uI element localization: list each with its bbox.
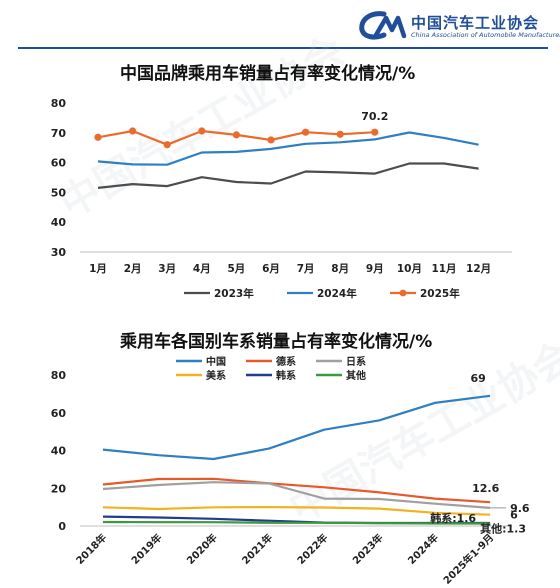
series-line-美系 <box>102 506 491 516</box>
x-tick-label: 2021年 <box>239 531 275 567</box>
data-point <box>198 127 206 135</box>
legend-label: 2023年 <box>214 287 254 300</box>
brand-share-chart: 中国品牌乘用车销量占有率变化情况/% 30 40 50 60 70 80 1月 2月 3月 4月 5月… <box>51 63 512 300</box>
x-tick-label: 2022年 <box>294 531 330 567</box>
legend-label: 日系 <box>346 355 366 368</box>
x-tick-label: 7月 <box>297 263 315 275</box>
data-point <box>336 130 344 138</box>
series-line-德系 <box>102 477 491 504</box>
legend-label: 其他 <box>346 369 366 382</box>
data-point <box>94 133 102 141</box>
data-point <box>267 136 275 144</box>
y-tick-label: 30 <box>51 246 67 259</box>
y-tick-label: 60 <box>51 157 67 170</box>
x-tick-label: 3月 <box>158 263 176 275</box>
legend-marker <box>399 289 407 297</box>
y-tick-label: 40 <box>51 216 67 229</box>
data-label: 69 <box>470 372 485 385</box>
chart-title: 乘用车各国别车系销量占有率变化情况/% <box>119 331 432 352</box>
y-tick-label: 70 <box>51 127 67 140</box>
x-tick-label: 2月 <box>124 263 142 275</box>
x-tick-label: 6月 <box>262 263 280 275</box>
x-tick-label: 2020年 <box>184 531 220 567</box>
series-line-中国 <box>102 394 491 461</box>
x-tick-label: 2019年 <box>128 531 164 567</box>
caam-logo-icon <box>359 11 407 40</box>
data-label: 6 <box>510 509 518 522</box>
y-tick-label: 0 <box>58 520 66 533</box>
x-tick-label: 11月 <box>431 263 456 275</box>
data-point <box>232 131 240 139</box>
series-line-日系 <box>102 481 491 509</box>
data-point <box>163 141 171 149</box>
y-tick-label: 20 <box>51 482 67 495</box>
header-rule <box>18 47 548 49</box>
x-tick-label: 2023年 <box>350 531 386 567</box>
data-point <box>371 128 379 136</box>
x-tick-label: 8月 <box>331 263 349 275</box>
y-tick-label: 40 <box>51 445 67 458</box>
series-line-2023年 <box>97 162 479 189</box>
x-tick-label: 1月 <box>89 263 107 275</box>
legend-label: 2025年 <box>420 287 460 300</box>
org-subtitle: China Association of Automobile Manufact… <box>411 31 560 39</box>
series-line-其他 <box>102 520 491 525</box>
data-label: 其他:1.3 <box>480 522 526 536</box>
data-label: 12.6 <box>472 482 499 495</box>
x-tick-label: 9月 <box>366 263 384 275</box>
y-tick-label: 50 <box>51 186 67 199</box>
series-line-2024年 <box>97 131 479 166</box>
x-tick-label: 2018年 <box>73 531 109 567</box>
y-tick-label: 60 <box>51 407 67 420</box>
data-label: 70.2 <box>361 110 388 123</box>
x-tick-label: 12月 <box>466 263 491 275</box>
x-tick-label: 4月 <box>193 263 211 275</box>
header: 中国汽车工业协会 China Association of Automobile… <box>0 0 560 49</box>
x-tick-label: 10月 <box>397 263 422 275</box>
y-tick-label: 80 <box>51 97 67 110</box>
x-tick-label: 2024年 <box>405 531 441 567</box>
data-label: 韩系:1.6 <box>430 511 476 525</box>
chart-title: 中国品牌乘用车销量占有率变化情况/% <box>120 63 415 84</box>
legend-label: 2024年 <box>317 287 357 300</box>
origin-share-chart: 乘用车各国别车系销量占有率变化情况/% 0 20 40 60 80 2018年 2019年 20… <box>51 331 530 587</box>
legend-label: 德系 <box>275 355 296 368</box>
x-tick-label: 5月 <box>227 263 245 275</box>
org-name: 中国汽车工业协会 <box>411 14 540 32</box>
legend-label: 韩系 <box>276 369 296 382</box>
legend-label: 美系 <box>206 369 226 382</box>
data-point <box>302 128 310 136</box>
y-tick-label: 80 <box>51 369 67 382</box>
x-tick-label: 2025年1-9月 <box>440 531 496 587</box>
data-point <box>129 127 137 135</box>
legend-label: 中国 <box>206 355 226 368</box>
data-label: 9.6 <box>510 502 530 515</box>
